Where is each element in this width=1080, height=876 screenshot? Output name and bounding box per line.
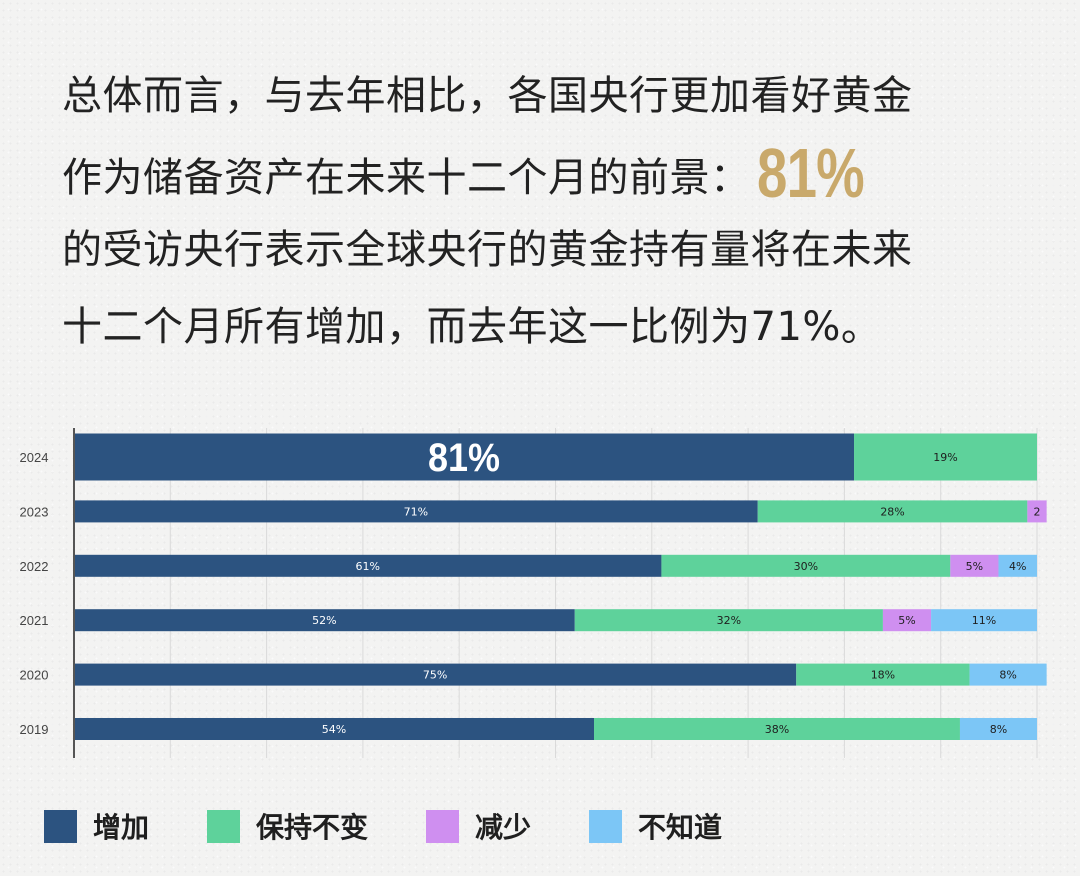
bar-unknown-2019 xyxy=(959,718,1037,740)
bar-increase-2021 xyxy=(74,609,575,632)
legend-swatch-decrease xyxy=(426,809,460,843)
legend-item-unknown: 不知道 xyxy=(589,806,722,846)
data-label-unknown-2020: 8% xyxy=(999,669,1016,682)
bar-maintain-2024 xyxy=(854,433,1037,481)
chart-gridlines xyxy=(169,428,1038,758)
legend-swatch-increase xyxy=(44,809,77,843)
data-label-maintain-2019: 38% xyxy=(765,723,789,736)
y-tick-label-2022: 2022 xyxy=(20,559,49,574)
bar-increase-2022 xyxy=(74,554,662,577)
data-label-increase-2024: 81% xyxy=(428,436,500,480)
headline-line-3: 的受访央行表示全球央行的黄金持有量将在未来 xyxy=(62,227,913,273)
legend-label-unknown: 不知道 xyxy=(638,811,723,844)
chart-legend: 增加 保持不变 减少 不知道 xyxy=(44,806,780,846)
stacked-bar-chart: 81% 19% 71% 28% 2 61% 30% 5% 4% 52% 32% 5% 11% 75% 18%… xyxy=(20,428,1047,758)
chart-data-labels: 81% 19% 71% 28% 2 61% 30% 5% 4% 52% 32% 5% 11% 75% 18%… xyxy=(312,436,1040,736)
bar-maintain-2019 xyxy=(594,718,960,740)
bar-maintain-2021 xyxy=(574,609,883,632)
data-label-unknown-2021: 11% xyxy=(972,614,996,627)
legend-item-maintain: 保持不变 xyxy=(207,806,368,846)
chart-bars xyxy=(74,433,1047,740)
legend-swatch-unknown xyxy=(589,809,623,843)
data-label-increase-2020: 75% xyxy=(423,669,447,682)
headline-line-2-text: 作为储备资产在未来十二个月的前景： xyxy=(62,155,751,201)
data-label-maintain-2020: 18% xyxy=(871,669,895,682)
headline-line-2: 作为储备资产在未来十二个月的前景：81% xyxy=(62,135,1052,212)
y-tick-label-2021: 2021 xyxy=(20,613,49,628)
bar-increase-2020 xyxy=(74,663,797,686)
bar-unknown-2022 xyxy=(998,554,1037,577)
y-tick-label-2019: 2019 xyxy=(20,722,49,737)
data-label-maintain-2024: 19% xyxy=(933,451,957,464)
data-label-increase-2021: 52% xyxy=(312,614,336,627)
y-tick-label-2024: 2024 xyxy=(20,450,49,465)
chart-y-tick-labels: 2024 2023 2022 2021 2020 2019 xyxy=(20,450,49,737)
y-tick-label-2020: 2020 xyxy=(20,668,49,683)
data-label-maintain-2022: 30% xyxy=(794,560,818,573)
bar-decrease-2023 xyxy=(1027,500,1047,523)
data-label-increase-2019: 54% xyxy=(322,723,346,736)
legend-label-maintain: 保持不变 xyxy=(256,811,369,844)
legend-label-decrease: 减少 xyxy=(475,811,532,844)
bar-increase-2023 xyxy=(74,500,758,523)
headline-line-4: 十二个月所有增加，而去年这一比例为71%。 xyxy=(62,304,882,350)
data-label-maintain-2023: 28% xyxy=(880,505,904,518)
bar-maintain-2023 xyxy=(757,500,1028,523)
bar-increase-2024 xyxy=(74,433,855,481)
bar-increase-2019 xyxy=(74,718,595,740)
data-label-increase-2023: 71% xyxy=(404,505,428,518)
legend-item-increase: 增加 xyxy=(44,806,149,846)
bar-decrease-2021 xyxy=(882,609,932,632)
data-label-unknown-2022: 4% xyxy=(1009,560,1026,573)
data-label-maintain-2021: 32% xyxy=(717,614,741,627)
bar-decrease-2022 xyxy=(950,554,999,577)
headline: 总体而言，与去年相比，各国央行更加看好黄金 作为储备资产在未来十二个月的前景：8… xyxy=(62,58,1052,366)
legend-swatch-maintain xyxy=(207,809,241,843)
legend-label-increase: 增加 xyxy=(93,811,150,844)
bar-unknown-2020 xyxy=(969,663,1047,686)
data-label-decrease-2022: 5% xyxy=(966,560,983,573)
bar-unknown-2021 xyxy=(931,609,1037,632)
bar-maintain-2020 xyxy=(796,663,970,686)
data-label-increase-2022: 61% xyxy=(355,560,379,573)
bar-maintain-2022 xyxy=(661,554,951,577)
headline-highlight-percent: 81% xyxy=(756,134,865,212)
headline-line-1: 总体而言，与去年相比，各国央行更加看好黄金 xyxy=(62,73,913,119)
y-tick-label-2023: 2023 xyxy=(20,504,49,519)
data-label-unknown-2019: 8% xyxy=(990,723,1007,736)
legend-item-decrease: 减少 xyxy=(426,806,531,846)
data-label-decrease-2023: 2 xyxy=(1034,505,1041,518)
data-label-decrease-2021: 5% xyxy=(898,614,915,627)
